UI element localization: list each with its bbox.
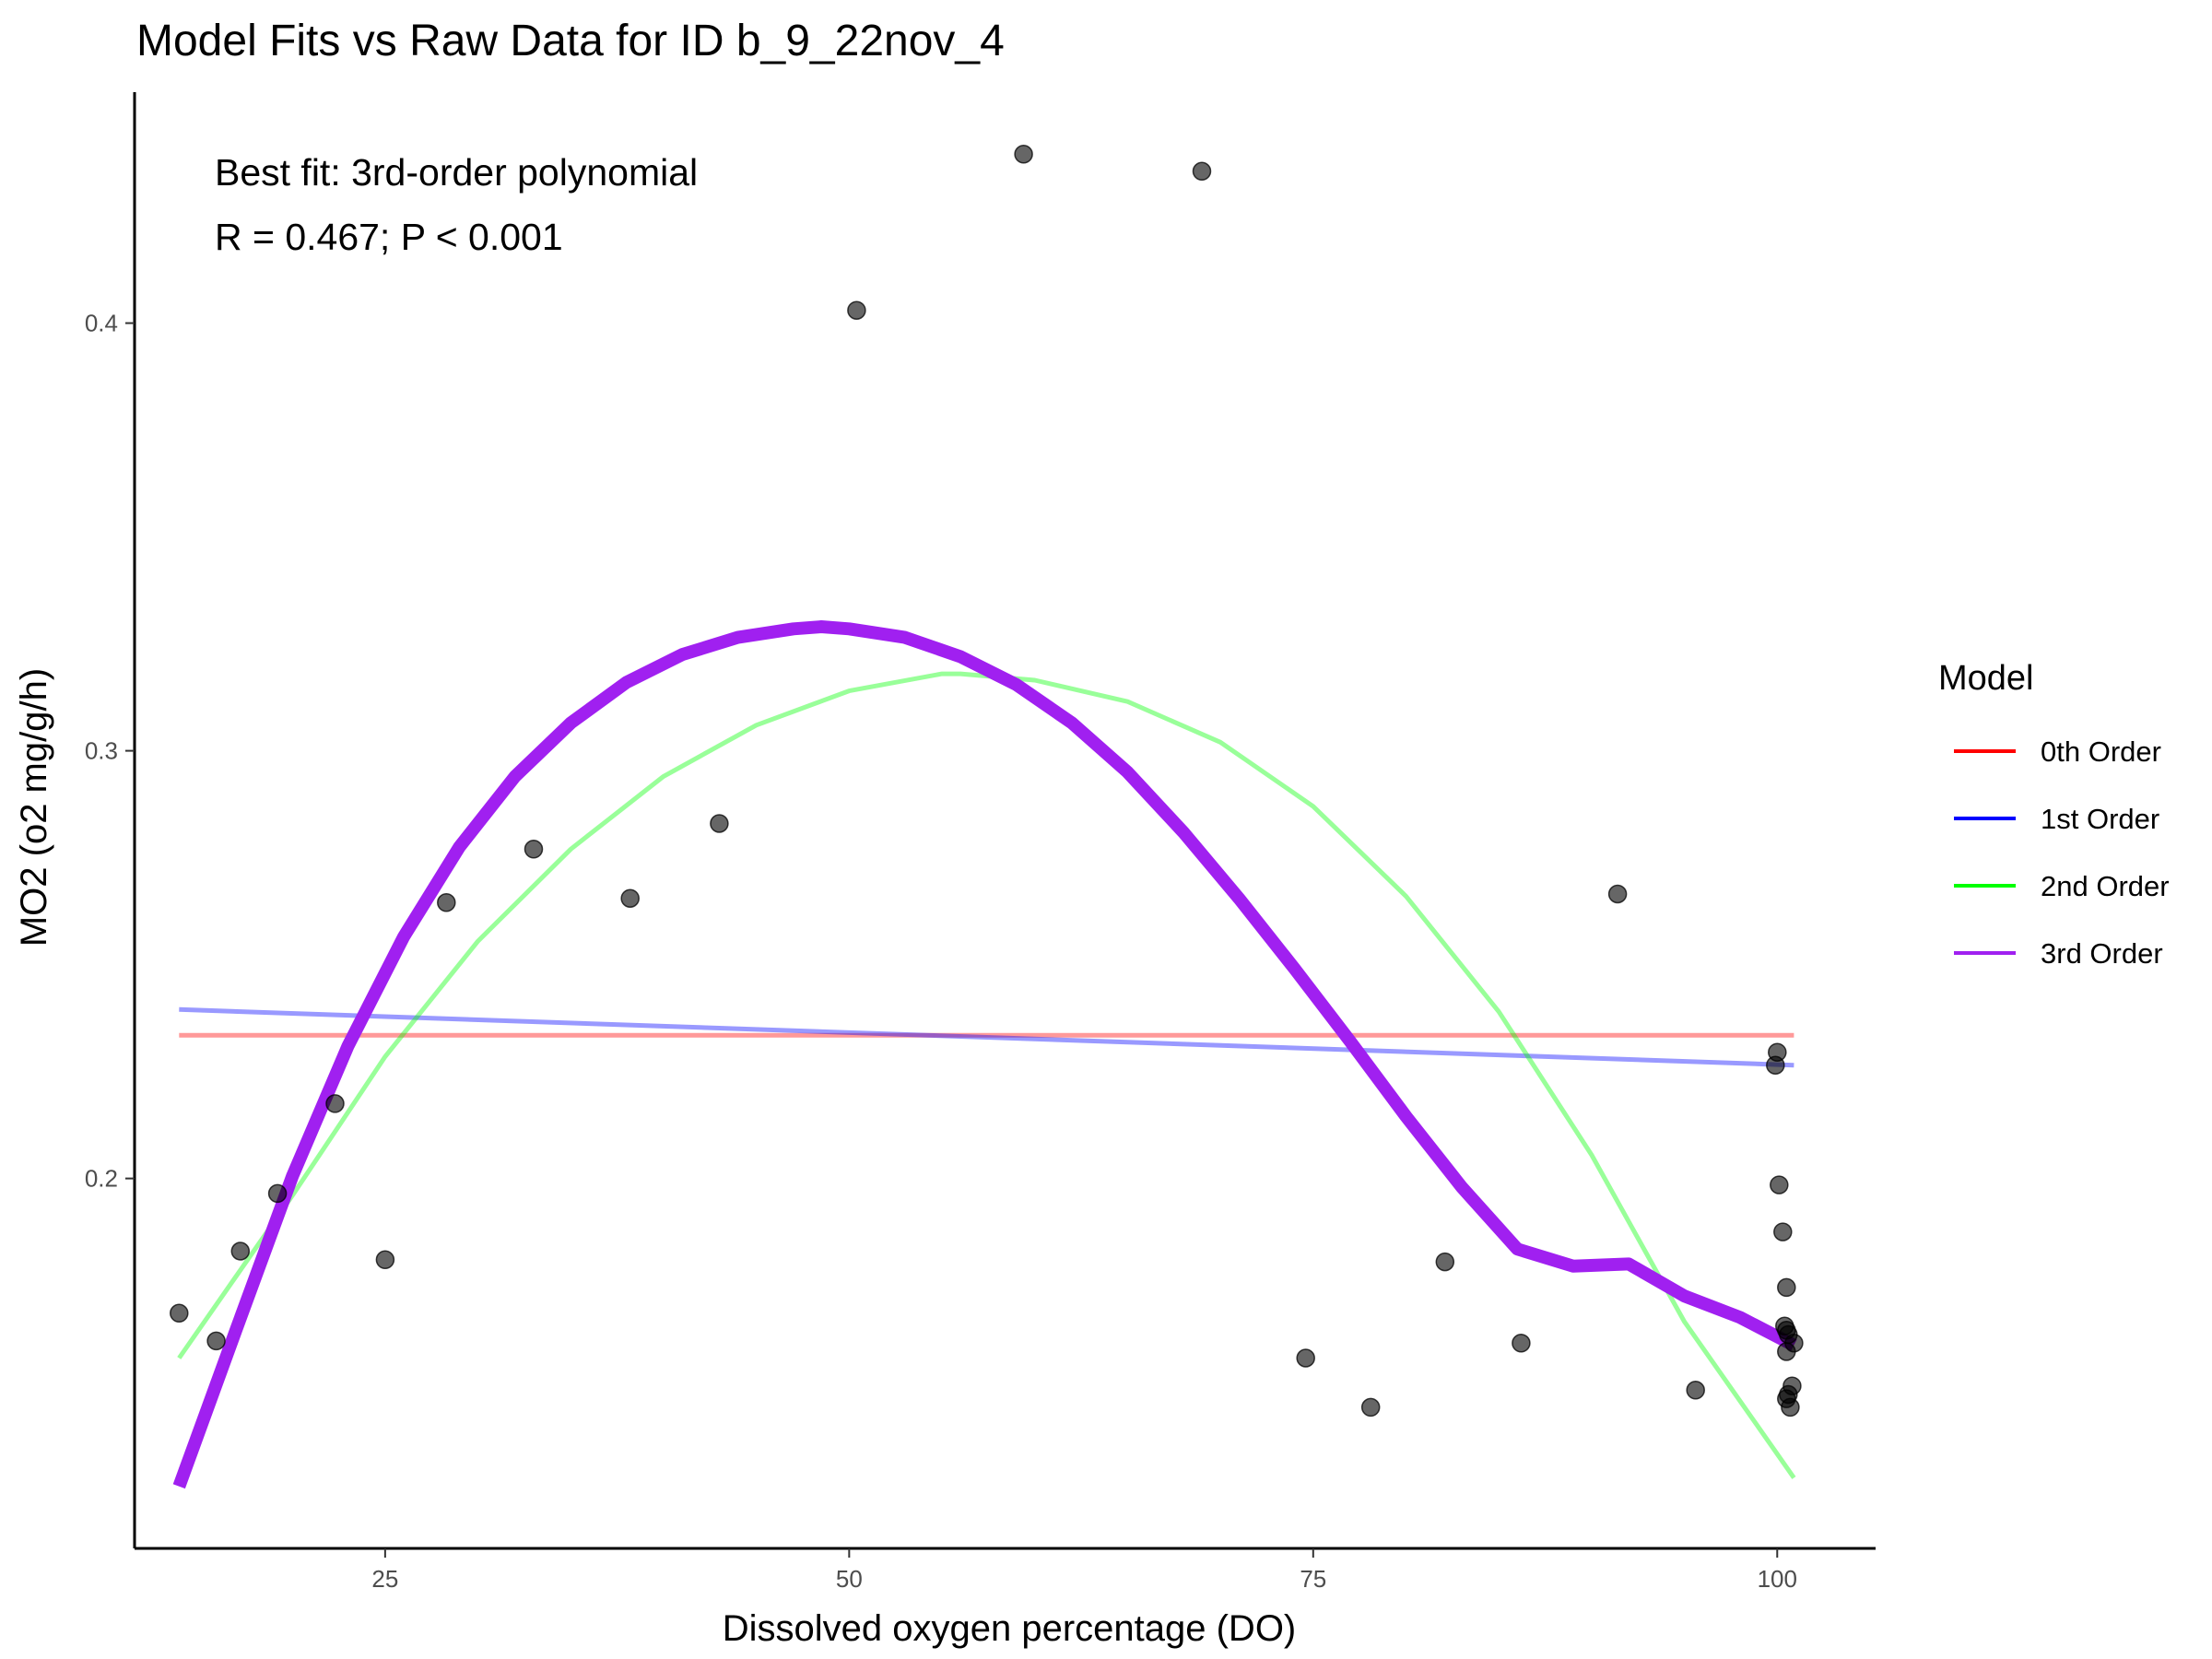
- legend-label: 2nd Order: [2041, 870, 2170, 902]
- data-point: [375, 1250, 395, 1270]
- data-point: [1766, 1055, 1785, 1075]
- data-point: [1014, 145, 1033, 164]
- data-point: [1512, 1334, 1531, 1353]
- data-point: [1781, 1397, 1800, 1418]
- data-point: [1777, 1277, 1796, 1298]
- data-point: [230, 1241, 251, 1261]
- data-point: [1435, 1252, 1455, 1272]
- annotation-best-fit: Best fit: 3rd-order polynomial: [215, 151, 698, 194]
- x-axis-title: Dissolved oxygen percentage (DO): [723, 1608, 1297, 1649]
- fit-line-2nd-order: [177, 671, 1796, 1479]
- x-tick-label: 100: [1758, 1565, 1797, 1593]
- plot-area: 25 50 75 100 0.2 0.3 0.4: [85, 92, 1876, 1593]
- data-point: [620, 888, 640, 908]
- data-point: [1686, 1381, 1705, 1400]
- data-point: [437, 893, 456, 912]
- legend-label: 3rd Order: [2041, 937, 2163, 970]
- data-point: [1296, 1348, 1315, 1368]
- legend-label: 0th Order: [2041, 735, 2161, 768]
- legend-title: Model: [1938, 659, 2034, 698]
- data-point: [524, 840, 544, 859]
- data-point: [1770, 1175, 1789, 1194]
- y-axis-title: MO2 (o2 mg/g/h): [14, 668, 54, 947]
- data-point: [1360, 1397, 1381, 1418]
- y-tick-label: 0.2: [85, 1165, 118, 1193]
- data-point: [1192, 161, 1212, 182]
- x-tick-label: 50: [836, 1565, 863, 1593]
- x-tick-label: 25: [371, 1565, 398, 1593]
- x-tick-label: 75: [1300, 1565, 1326, 1593]
- data-point: [1607, 884, 1628, 904]
- legend: Model 0th Order 1st Order 2nd Order 3rd Ord…: [1938, 659, 2170, 970]
- legend-label: 1st Order: [2041, 803, 2159, 835]
- data-point: [847, 300, 866, 320]
- data-point: [710, 814, 729, 833]
- data-point: [170, 1303, 189, 1324]
- fit-line-1st-order: [179, 1006, 1794, 1068]
- data-point: [267, 1183, 288, 1204]
- annotation-r-p: R = 0.467; P < 0.001: [215, 216, 563, 258]
- y-tick-label: 0.4: [85, 310, 118, 337]
- data-point: [206, 1331, 226, 1351]
- fit-line-3rd-order: [172, 620, 1797, 1489]
- data-point: [325, 1094, 345, 1113]
- data-point: [1777, 1342, 1796, 1361]
- chart-title: Model Fits vs Raw Data for ID b_9_22nov_…: [136, 17, 1005, 65]
- y-tick-label: 0.3: [85, 737, 118, 765]
- data-point: [1773, 1222, 1793, 1241]
